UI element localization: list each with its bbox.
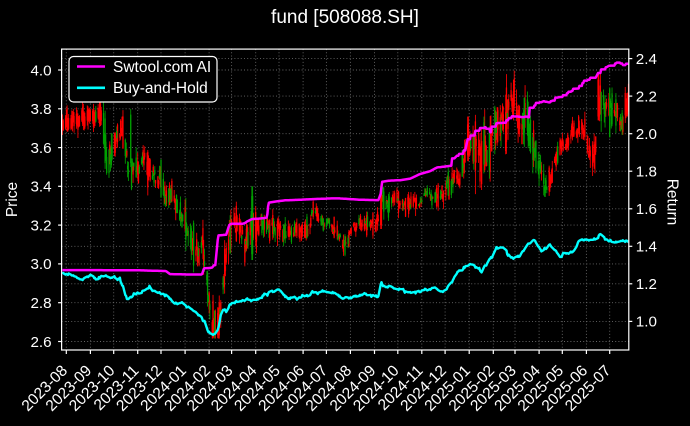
- svg-text:3.0: 3.0: [30, 256, 51, 273]
- svg-text:1.0: 1.0: [636, 314, 657, 331]
- svg-text:fund [508088.SH]: fund [508088.SH]: [271, 7, 419, 28]
- svg-text:Price: Price: [4, 182, 21, 217]
- svg-text:Buy-and-Hold: Buy-and-Hold: [113, 80, 208, 97]
- svg-text:1.6: 1.6: [636, 201, 657, 218]
- svg-text:3.8: 3.8: [30, 101, 51, 118]
- svg-text:1.4: 1.4: [636, 239, 657, 256]
- svg-text:3.2: 3.2: [30, 217, 51, 234]
- svg-text:1.8: 1.8: [636, 164, 657, 181]
- svg-text:2.0: 2.0: [636, 126, 657, 143]
- svg-text:2.6: 2.6: [30, 334, 51, 351]
- svg-text:Swtool.com AI: Swtool.com AI: [113, 59, 211, 76]
- svg-text:3.4: 3.4: [30, 179, 51, 196]
- svg-text:4.0: 4.0: [30, 62, 51, 79]
- svg-text:2.2: 2.2: [636, 88, 657, 105]
- svg-text:Return: Return: [664, 179, 681, 226]
- svg-text:2.8: 2.8: [30, 295, 51, 312]
- svg-text:3.6: 3.6: [30, 140, 51, 157]
- svg-text:1.2: 1.2: [636, 276, 657, 293]
- svg-text:2.4: 2.4: [636, 51, 657, 68]
